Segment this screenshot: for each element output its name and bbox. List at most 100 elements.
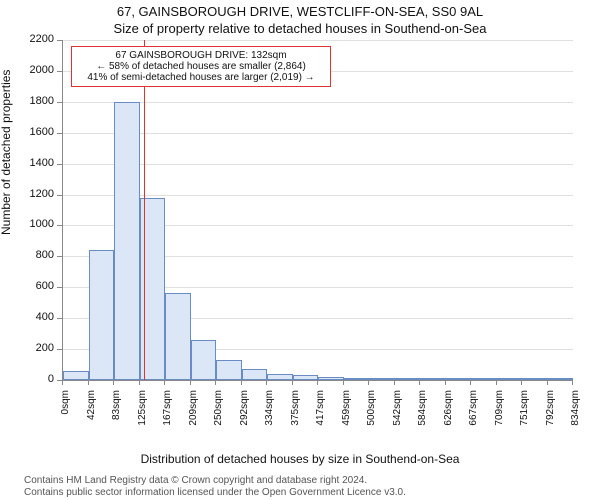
xtick-label: 792sqm — [545, 390, 556, 438]
xtick-mark — [266, 380, 267, 385]
xtick-label: 0sqm — [60, 390, 71, 438]
bar — [369, 378, 395, 380]
xtick-label: 250sqm — [213, 390, 224, 438]
xtick-label: 167sqm — [162, 390, 173, 438]
xtick-label: 542sqm — [392, 390, 403, 438]
gridline-h — [63, 133, 573, 134]
gridline-h — [63, 102, 573, 103]
xtick-label: 459sqm — [341, 390, 352, 438]
bar — [165, 293, 191, 380]
bar — [548, 378, 574, 380]
xtick-mark — [470, 380, 471, 385]
xtick-label: 709sqm — [494, 390, 505, 438]
xtick-label: 375sqm — [290, 390, 301, 438]
xtick-label: 292sqm — [239, 390, 250, 438]
ytick-label: 800 — [20, 249, 54, 261]
credit-line-2: Contains public sector information licen… — [24, 487, 406, 498]
bar — [471, 378, 497, 380]
annot-line2: ← 58% of detached houses are smaller (2,… — [76, 61, 326, 72]
ytick-label: 1000 — [20, 218, 54, 230]
xtick-mark — [547, 380, 548, 385]
plot-area: 67 GAINSBOROUGH DRIVE: 132sqm ← 58% of d… — [62, 40, 573, 381]
xtick-label: 500sqm — [366, 390, 377, 438]
ytick-label: 1600 — [20, 126, 54, 138]
ytick-mark — [57, 349, 62, 350]
xtick-mark — [113, 380, 114, 385]
bar — [318, 377, 344, 380]
bar — [216, 360, 242, 380]
chart-container: 67, GAINSBOROUGH DRIVE, WESTCLIFF-ON-SEA… — [0, 0, 600, 500]
bar — [63, 371, 89, 380]
xtick-mark — [368, 380, 369, 385]
ytick-label: 200 — [20, 342, 54, 354]
bar — [242, 369, 268, 380]
ytick-mark — [57, 71, 62, 72]
y-axis-label: Number of detached properties — [0, 70, 13, 235]
xtick-mark — [496, 380, 497, 385]
ytick-mark — [57, 164, 62, 165]
ytick-label: 1400 — [20, 157, 54, 169]
bar — [191, 340, 217, 380]
ytick-mark — [57, 287, 62, 288]
xtick-label: 42sqm — [86, 390, 97, 438]
xtick-label: 834sqm — [570, 390, 581, 438]
bar — [114, 102, 140, 380]
xtick-label: 209sqm — [188, 390, 199, 438]
credit-line-1: Contains HM Land Registry data © Crown c… — [24, 475, 367, 486]
bar — [522, 378, 548, 380]
bar — [446, 378, 472, 380]
xtick-label: 667sqm — [468, 390, 479, 438]
annot-line1: 67 GAINSBOROUGH DRIVE: 132sqm — [76, 50, 326, 61]
xtick-mark — [190, 380, 191, 385]
ytick-mark — [57, 195, 62, 196]
xtick-mark — [343, 380, 344, 385]
xtick-mark — [445, 380, 446, 385]
gridline-h — [63, 195, 573, 196]
xtick-label: 334sqm — [264, 390, 275, 438]
xtick-mark — [88, 380, 89, 385]
ytick-mark — [57, 102, 62, 103]
xtick-mark — [394, 380, 395, 385]
annot-line3: 41% of semi-detached houses are larger (… — [76, 72, 326, 83]
xtick-mark — [419, 380, 420, 385]
bar — [344, 378, 370, 380]
gridline-h — [63, 164, 573, 165]
title-main: 67, GAINSBOROUGH DRIVE, WESTCLIFF-ON-SEA… — [0, 4, 600, 19]
ytick-label: 2200 — [20, 33, 54, 45]
xtick-mark — [215, 380, 216, 385]
bar — [497, 378, 523, 380]
xtick-mark — [521, 380, 522, 385]
xtick-label: 751sqm — [519, 390, 530, 438]
ytick-mark — [57, 133, 62, 134]
ytick-mark — [57, 225, 62, 226]
ytick-label: 1800 — [20, 95, 54, 107]
vline-marker — [144, 40, 145, 380]
xtick-label: 584sqm — [417, 390, 428, 438]
bar — [293, 375, 319, 380]
xtick-mark — [164, 380, 165, 385]
ytick-mark — [57, 256, 62, 257]
gridline-h — [63, 40, 573, 41]
x-axis-label: Distribution of detached houses by size … — [0, 452, 600, 466]
xtick-label: 417sqm — [315, 390, 326, 438]
ytick-label: 400 — [20, 311, 54, 323]
xtick-label: 83sqm — [111, 390, 122, 438]
xtick-label: 125sqm — [137, 390, 148, 438]
xtick-mark — [241, 380, 242, 385]
xtick-mark — [317, 380, 318, 385]
xtick-mark — [62, 380, 63, 385]
xtick-mark — [292, 380, 293, 385]
ytick-mark — [57, 40, 62, 41]
ytick-mark — [57, 318, 62, 319]
xtick-mark — [139, 380, 140, 385]
xtick-label: 626sqm — [443, 390, 454, 438]
ytick-label: 0 — [20, 373, 54, 385]
annotation-box: 67 GAINSBOROUGH DRIVE: 132sqm ← 58% of d… — [71, 46, 331, 87]
title-sub: Size of property relative to detached ho… — [0, 21, 600, 36]
bar — [395, 378, 421, 380]
xtick-mark — [572, 380, 573, 385]
bar — [267, 374, 293, 380]
ytick-label: 600 — [20, 280, 54, 292]
bar — [89, 250, 115, 380]
bar — [420, 378, 446, 380]
